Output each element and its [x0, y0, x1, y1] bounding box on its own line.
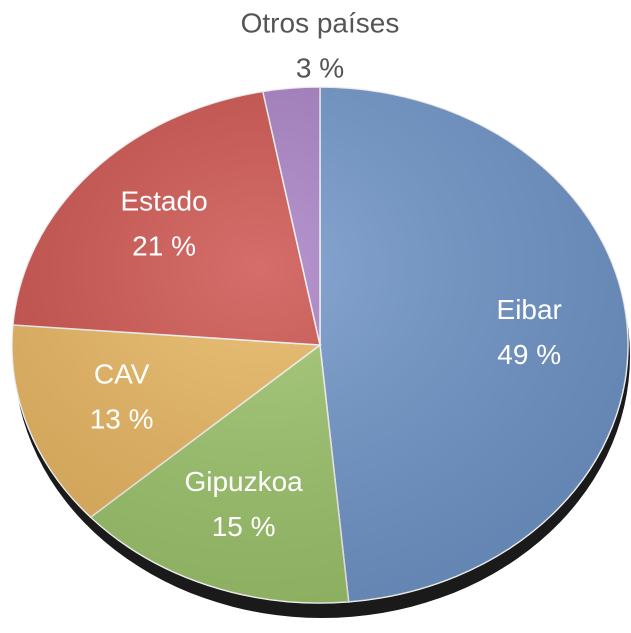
- slice-label: Gipuzkoa: [184, 466, 303, 497]
- slice-value-label: 49 %: [497, 339, 561, 370]
- slice-value-label: 15 %: [212, 511, 276, 542]
- slice-label: Estado: [120, 185, 207, 216]
- slice-value-label: 21 %: [132, 230, 196, 261]
- slice-label: Otros países: [241, 7, 400, 38]
- slice-label: Eibar: [497, 294, 562, 325]
- slice-value-label: 13 %: [90, 404, 154, 435]
- slice-label: CAV: [94, 359, 150, 390]
- pie-slice: [319, 86, 629, 603]
- slice-value-label: 3 %: [296, 52, 344, 83]
